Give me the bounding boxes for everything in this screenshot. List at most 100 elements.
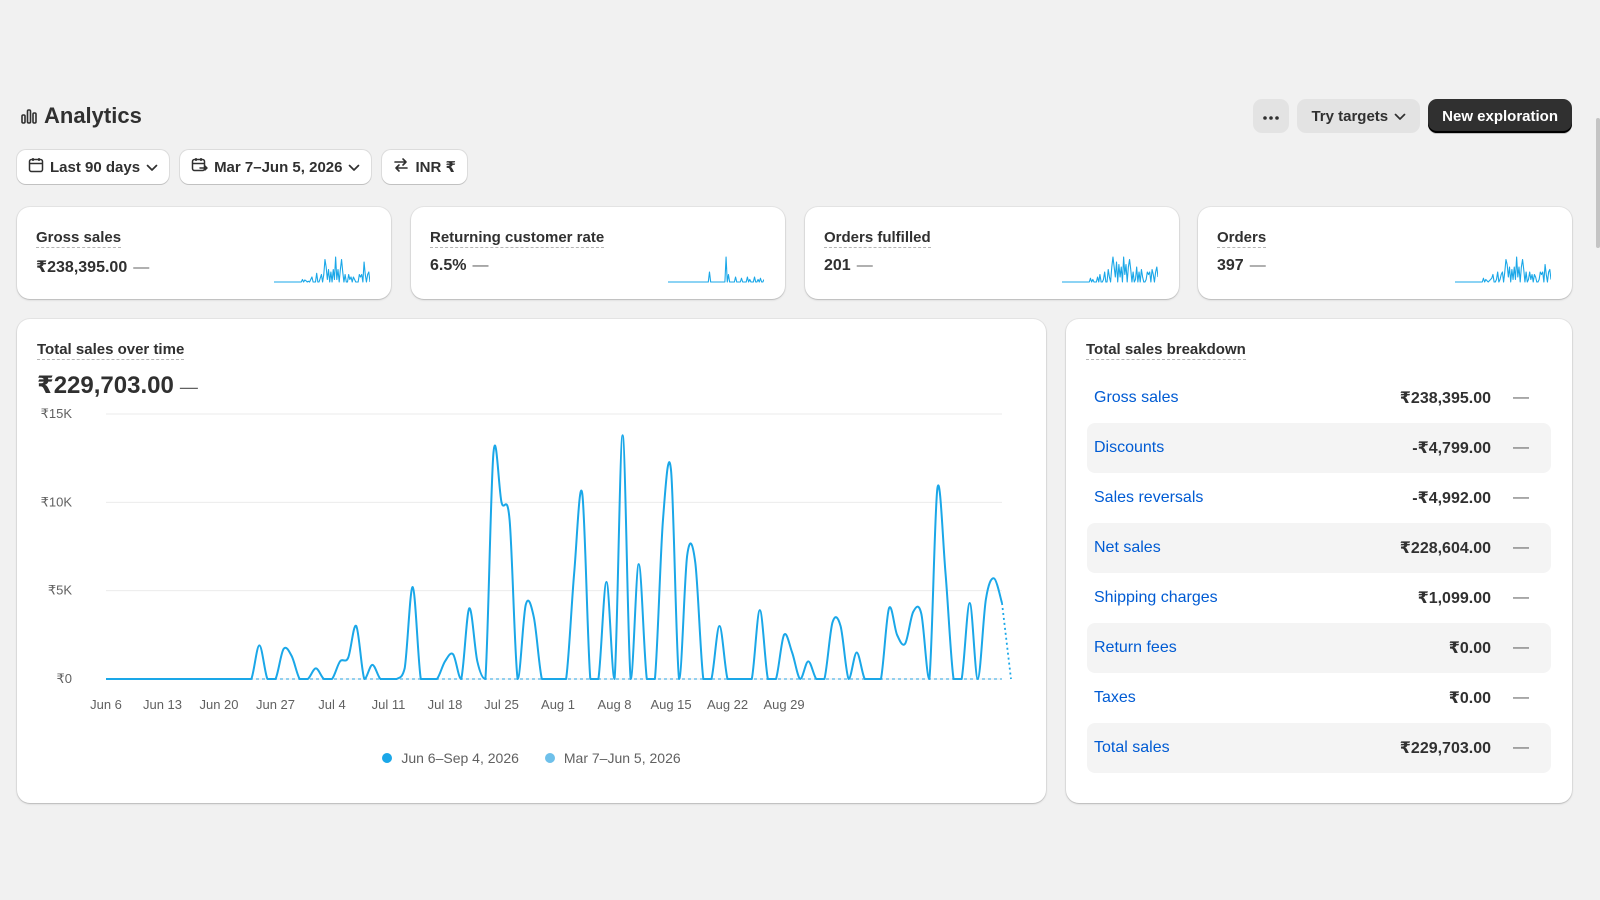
breakdown-label[interactable]: Discounts: [1094, 439, 1165, 456]
y-tick-label: ₹15K: [41, 406, 73, 421]
metric-value: 397 —: [1217, 257, 1266, 275]
more-actions-button[interactable]: [1253, 99, 1290, 133]
currency-filter[interactable]: INR ₹: [382, 150, 467, 184]
metric-value-text: 201: [824, 257, 851, 274]
sparkline: [274, 256, 370, 283]
chevron-down-icon: [146, 159, 158, 176]
metric-value: 6.5% —: [430, 257, 488, 275]
metric-value-text: ₹238,395.00: [36, 259, 128, 276]
new-exploration-button[interactable]: New exploration: [1428, 99, 1572, 133]
chart-title[interactable]: Total sales over time: [37, 341, 185, 360]
title-wrap: Analytics: [20, 103, 142, 129]
metric-value-text: 6.5%: [430, 257, 467, 274]
x-tick-label: Jun 27: [256, 697, 295, 712]
sparkline: [668, 256, 764, 283]
x-tick-label: Aug 8: [598, 697, 632, 712]
breakdown-row-total-sales: Total sales ₹229,703.00 —: [1087, 723, 1551, 773]
try-targets-label: Try targets: [1311, 107, 1389, 125]
metric-title: Orders fulfilled: [824, 229, 931, 248]
page-scrollbar[interactable]: [1596, 118, 1600, 248]
legend-dot-current: [382, 753, 393, 763]
current-series-line: [106, 434, 1003, 680]
breakdown-value: ₹1,099.00: [1417, 590, 1491, 607]
metric-value: 201 —: [824, 257, 873, 275]
legend-label-comparison: Mar 7–Jun 5, 2026: [563, 750, 681, 766]
metric-title: Returning customer rate: [430, 229, 605, 248]
calendar-compare-icon: [191, 157, 209, 177]
page-header: Analytics Try targets New exploration: [20, 96, 1572, 136]
breakdown-change: —: [1513, 589, 1529, 606]
breakdown-value: -₹4,799.00: [1412, 440, 1491, 457]
sparkline-series: [1062, 256, 1158, 283]
legend-label-current: Jun 6–Sep 4, 2026: [401, 750, 519, 766]
sales-line-chart[interactable]: ₹0 ₹5K ₹10K ₹15K Jun 6 Jun 13 Jun 20 Jun 27 Jul …: [17, 399, 1046, 739]
metric-change: —: [472, 257, 489, 274]
metric-card-returning-customer-rate[interactable]: Returning customer rate 6.5% —: [411, 207, 785, 299]
metric-card-orders[interactable]: Orders 397 —: [1198, 207, 1572, 299]
sales-total: ₹229,703.00—: [37, 371, 198, 400]
breakdown-change: —: [1513, 439, 1529, 456]
x-tick-label: Jul 4: [318, 697, 345, 712]
breakdown-value: ₹238,395.00: [1399, 390, 1491, 407]
x-tick-label: Aug 15: [650, 697, 691, 712]
breakdown-value: -₹4,992.00: [1412, 490, 1491, 507]
filter-bar: Last 90 days Mar 7–Jun 5, 2026 INR ₹: [17, 150, 467, 184]
bar-chart-icon: [20, 107, 38, 125]
metric-card-orders-fulfilled[interactable]: Orders fulfilled 201 —: [805, 207, 1179, 299]
more-horizontal-icon: [1262, 108, 1280, 125]
x-tick-label: Jul 25: [484, 697, 519, 712]
try-targets-button[interactable]: Try targets: [1297, 99, 1421, 133]
x-tick-label: Jun 6: [90, 697, 122, 712]
x-tick-label: Aug 1: [541, 697, 575, 712]
sales-over-time-card: Total sales over time ₹229,703.00— ₹0 ₹5K…: [17, 319, 1046, 803]
x-tick-label: Aug 29: [763, 697, 804, 712]
x-tick-label: Jun 20: [199, 697, 238, 712]
date-range-filter[interactable]: Last 90 days: [17, 150, 170, 184]
breakdown-label[interactable]: Gross sales: [1094, 389, 1179, 406]
sparkline-series: [668, 256, 764, 283]
legend-item-current[interactable]: Jun 6–Sep 4, 2026: [382, 750, 519, 766]
metric-title: Gross sales: [36, 229, 122, 248]
breakdown-value: ₹229,703.00: [1399, 740, 1491, 757]
breakdown-row-discounts: Discounts -₹4,799.00 —: [1087, 423, 1551, 473]
metric-value-text: 397: [1217, 257, 1244, 274]
calendar-icon: [28, 157, 44, 177]
chevron-down-icon: [1394, 108, 1406, 125]
breakdown-label[interactable]: Taxes: [1094, 689, 1136, 706]
legend-item-comparison[interactable]: Mar 7–Jun 5, 2026: [544, 750, 681, 766]
breakdown-title[interactable]: Total sales breakdown: [1086, 341, 1246, 360]
header-actions: Try targets New exploration: [1253, 99, 1572, 133]
metric-change: —: [133, 259, 150, 276]
sparkline: [1455, 256, 1551, 283]
metric-title: Orders: [1217, 229, 1267, 248]
breakdown-label[interactable]: Shipping charges: [1094, 589, 1218, 606]
legend-dot-comparison: [544, 753, 555, 763]
comparison-filter[interactable]: Mar 7–Jun 5, 2026: [180, 150, 372, 184]
page-title: Analytics: [44, 103, 142, 128]
breakdown-label[interactable]: Total sales: [1094, 739, 1170, 756]
sparkline-series: [1455, 256, 1551, 283]
breakdown-change: —: [1513, 689, 1529, 706]
breakdown-change: —: [1513, 489, 1529, 506]
metric-change: —: [856, 257, 873, 274]
breakdown-row-net-sales: Net sales ₹228,604.00 —: [1087, 523, 1551, 573]
sparkline-series: [274, 256, 370, 283]
breakdown-label[interactable]: Net sales: [1094, 539, 1161, 556]
chevron-down-icon: [348, 159, 360, 176]
sales-breakdown-card: Total sales breakdown Gross sales ₹238,39…: [1066, 319, 1572, 803]
y-tick-label: ₹5K: [48, 583, 73, 598]
y-tick-label: ₹10K: [41, 494, 73, 509]
metric-change: —: [1249, 257, 1266, 274]
breakdown-change: —: [1513, 739, 1529, 756]
currency-label: INR ₹: [415, 159, 456, 176]
breakdown-label[interactable]: Sales reversals: [1094, 489, 1204, 506]
metric-card-gross-sales[interactable]: Gross sales ₹238,395.00 —: [17, 207, 391, 299]
breakdown-row-shipping-charges: Shipping charges ₹1,099.00 —: [1087, 573, 1551, 623]
date-range-label: Last 90 days: [50, 158, 141, 176]
breakdown-change: —: [1513, 389, 1529, 406]
x-tick-label: Jun 13: [143, 697, 182, 712]
y-tick-label: ₹0: [56, 671, 72, 686]
breakdown-label[interactable]: Return fees: [1094, 639, 1177, 656]
comparison-label: Mar 7–Jun 5, 2026: [214, 158, 343, 176]
exchange-icon: [393, 157, 409, 177]
